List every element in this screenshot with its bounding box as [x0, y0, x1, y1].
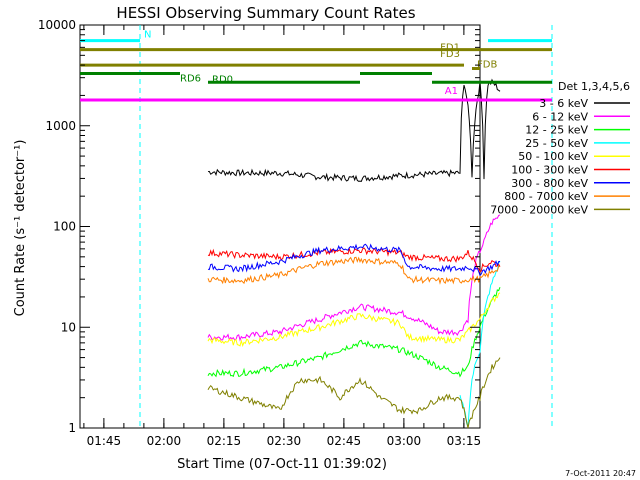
legend-title: Det 1,3,4,5,6: [558, 80, 630, 93]
x-tick-label: 02:00: [147, 434, 182, 448]
x-tick-label: 02:45: [327, 434, 362, 448]
series-line: [207, 256, 501, 285]
y-axis-label: Count Rate (s⁻¹ detector⁻¹): [13, 140, 28, 317]
legend-entry-label: 12 - 25 keV: [525, 124, 588, 137]
y-tick-label: 10000: [38, 18, 76, 32]
series-line: [207, 246, 501, 273]
x-axis-label: Start Time (07-Oct-11 01:39:02): [177, 457, 387, 472]
x-tick-label: 01:45: [87, 434, 122, 448]
flag-label: N: [144, 30, 151, 41]
series-line: [207, 357, 501, 429]
flag-label: RD6: [180, 73, 201, 84]
timestamp: 7-Oct-2011 20:47: [565, 469, 636, 478]
legend-entry-label: 50 - 100 keV: [518, 150, 588, 163]
legend-entry-label: 6 - 12 keV: [532, 110, 588, 123]
series-line: [207, 78, 501, 182]
legend-entry-label: 100 - 300 keV: [511, 164, 588, 177]
series-line: [207, 292, 501, 347]
series-line: [207, 214, 501, 342]
flag-label: RD0: [212, 75, 233, 86]
flag-label: FDB: [477, 60, 497, 71]
chart-title: HESSI Observing Summary Count Rates: [116, 4, 415, 22]
y-tick-label: 100: [53, 220, 76, 234]
x-tick-label: 03:15: [447, 434, 482, 448]
flag-label: FD1: [440, 43, 460, 54]
y-tick-label: 1000: [45, 119, 76, 133]
series-line: [207, 287, 501, 378]
axis-ticks: 1 10 100 1000 10000 01:45 02:00 02:15 02:30 02:45…: [38, 18, 481, 448]
y-tick-label: 1: [68, 421, 76, 435]
legend-entry-label: 300 - 800 keV: [511, 177, 588, 190]
flag-label: FD3: [440, 49, 460, 60]
legend-entry-label: 800 - 7000 keV: [504, 190, 588, 203]
flag-label: A1: [445, 86, 458, 97]
x-tick-label: 02:30: [267, 434, 302, 448]
legend-entry-label: 3 - 6 keV: [539, 97, 588, 110]
legend-entry-label: 25 - 50 keV: [525, 137, 588, 150]
x-tick-label: 02:15: [207, 434, 242, 448]
x-tick-label: 03:00: [387, 434, 422, 448]
y-tick-label: 10: [61, 320, 76, 334]
series-line: [207, 243, 501, 277]
legend-entry-label: 7000 - 20000 keV: [490, 203, 588, 216]
